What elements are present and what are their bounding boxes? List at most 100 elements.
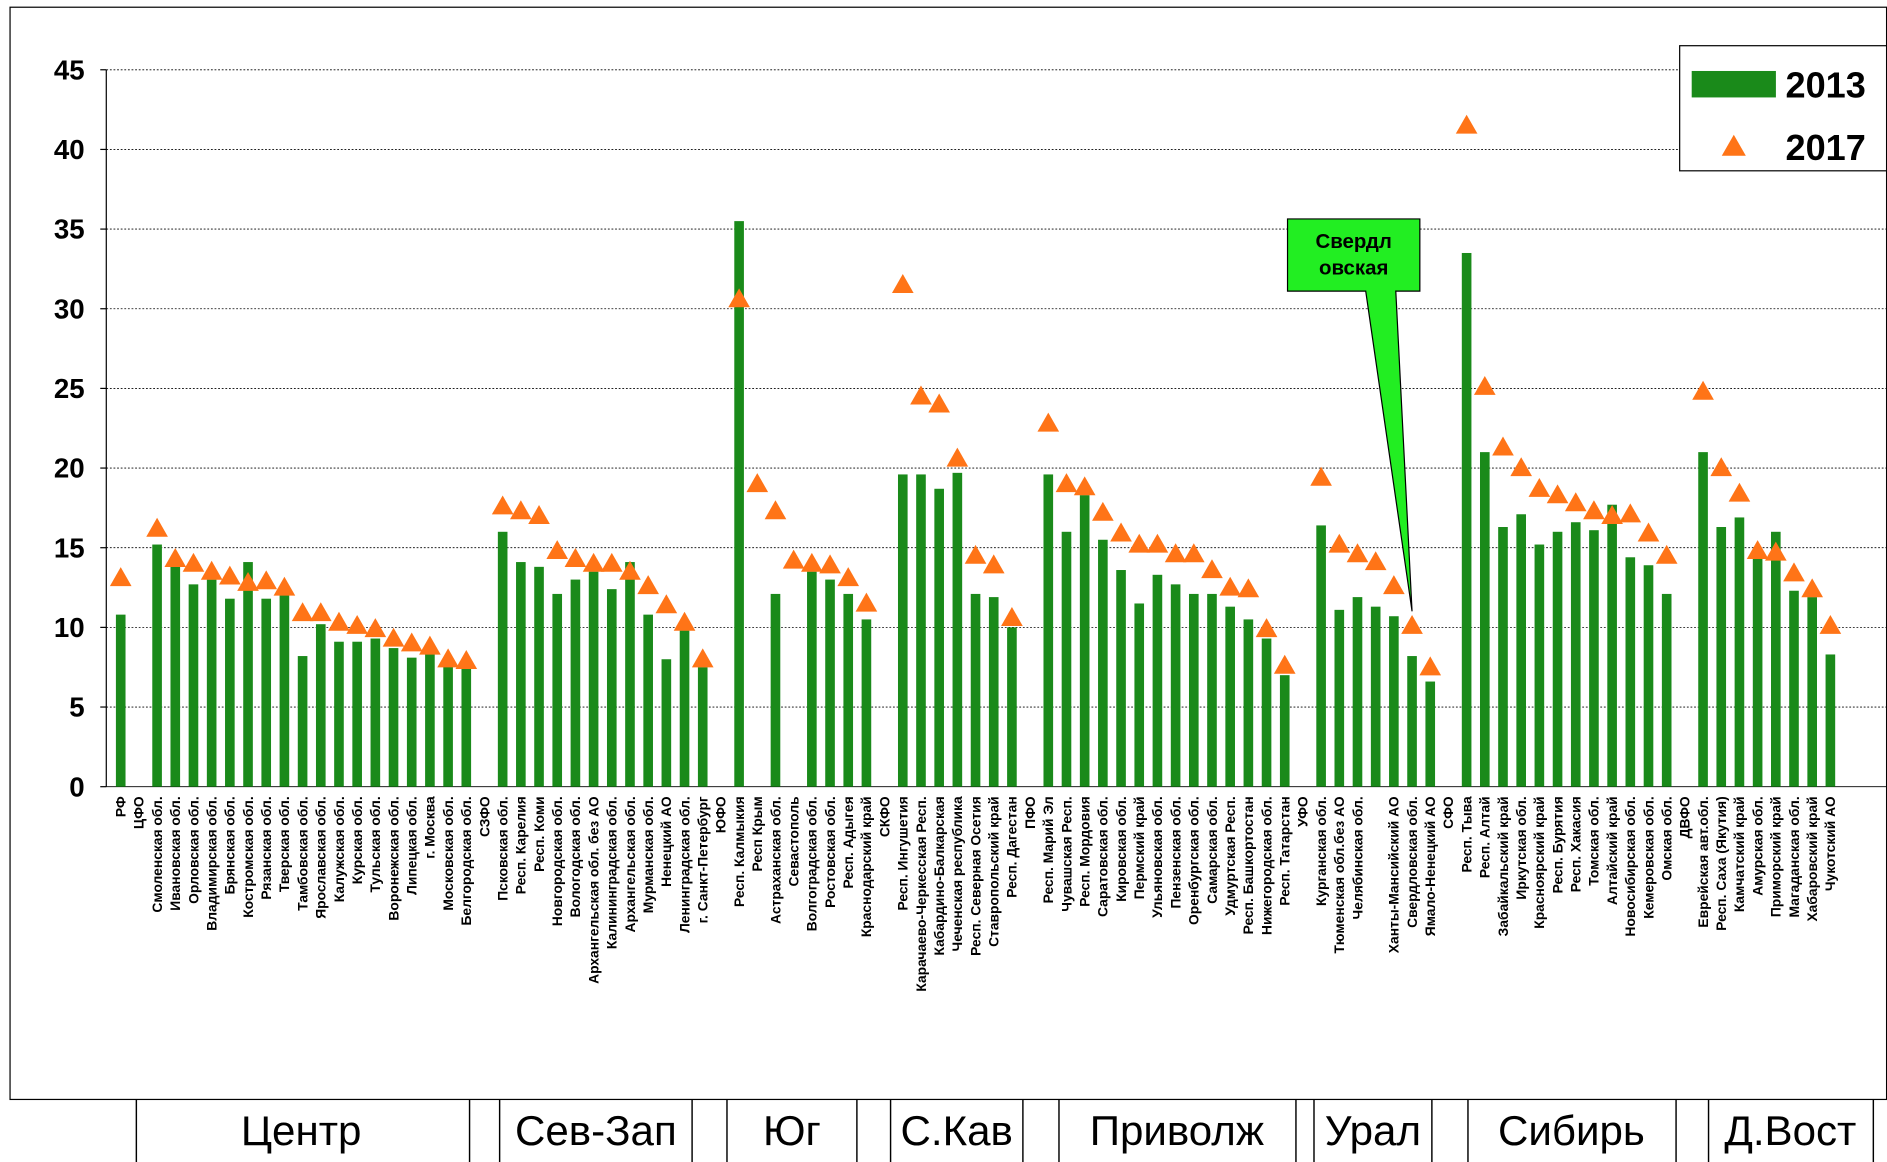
callout-text: овская	[1319, 256, 1388, 279]
region-label: С.Кав	[901, 1107, 1013, 1154]
x-tick-label: Нижегородская обл.	[1258, 796, 1274, 935]
x-tick-label: Ставропольский край	[986, 796, 1002, 947]
marker	[1055, 473, 1078, 493]
marker	[910, 385, 932, 405]
x-tick-label: Волгоградская обл.	[804, 796, 820, 931]
bar	[1043, 474, 1054, 787]
x-tick-label: Московская обл.	[440, 796, 456, 910]
marker	[546, 540, 569, 560]
marker	[746, 473, 769, 493]
bar	[461, 667, 472, 787]
marker	[782, 549, 805, 569]
bar	[1461, 252, 1472, 787]
y-tick-label: 5	[69, 692, 84, 723]
x-tick-label: Респ. Карелия	[513, 796, 529, 894]
x-tick-label: Мурманская обл.	[640, 796, 656, 913]
marker	[1783, 562, 1805, 582]
bar	[1534, 544, 1545, 787]
y-tick-label: 30	[54, 293, 85, 324]
marker	[1492, 436, 1514, 456]
marker	[619, 560, 641, 580]
x-tick-label: Брянская обл.	[222, 796, 238, 894]
marker	[1146, 533, 1169, 553]
marker	[382, 627, 405, 647]
x-tick-label: Краснодарский край	[858, 796, 874, 937]
x-tick-label: Ростовская обл.	[822, 796, 838, 908]
bar	[152, 544, 162, 787]
x-tick-label: ЦФО	[131, 796, 147, 829]
marker	[1710, 457, 1733, 477]
bar	[588, 571, 599, 787]
legend-box	[1679, 45, 1887, 172]
marker	[1655, 544, 1678, 564]
marker	[801, 552, 823, 572]
bar	[516, 562, 526, 787]
region-separators	[135, 1099, 1875, 1162]
marker	[1219, 576, 1242, 596]
x-tick-label: Респ Крым	[749, 796, 765, 871]
y-tick-label: 10	[54, 612, 85, 643]
y-tick-label: 45	[54, 54, 85, 85]
marker	[1201, 559, 1223, 579]
x-tick-label: Смоленская обл.	[149, 796, 165, 912]
y-tick-label: 20	[54, 453, 85, 484]
x-tick-label: СКФО	[876, 796, 892, 837]
bar	[243, 562, 253, 787]
bar	[1825, 654, 1836, 787]
marker	[582, 552, 605, 572]
bar	[1170, 584, 1181, 787]
marker	[346, 614, 368, 634]
y-tick-label: 40	[54, 134, 85, 165]
bar	[1007, 627, 1017, 787]
x-tick-label: Респ. Саха (Якутия)	[1713, 796, 1729, 930]
bar	[988, 597, 999, 787]
marker	[855, 592, 878, 612]
marker	[1583, 500, 1605, 520]
x-tick-label: Омская обл.	[1658, 796, 1674, 880]
bar	[1752, 552, 1763, 787]
bar	[952, 472, 963, 787]
bar	[734, 221, 744, 787]
x-tick-label: Ленинградская обл.	[676, 796, 692, 933]
x-tick-label: Респ. Марий Эл	[1040, 796, 1056, 903]
marker	[1164, 543, 1187, 563]
x-tick-label: Магаданская обл.	[1786, 796, 1802, 917]
bar	[661, 659, 672, 787]
marker	[437, 648, 459, 668]
x-tick-label: Респ. Коми	[531, 796, 547, 872]
bar	[570, 579, 581, 787]
x-tick-label: Карачаево-Черкесская Респ.	[913, 796, 929, 991]
marker	[1255, 618, 1278, 638]
bar	[1425, 681, 1436, 787]
x-tick-label: Курская обл.	[349, 796, 365, 884]
marker	[1473, 375, 1496, 395]
marker	[1182, 543, 1205, 563]
marker	[182, 552, 205, 572]
marker	[819, 554, 841, 574]
bar	[970, 593, 981, 787]
marker	[655, 594, 678, 614]
marker	[200, 560, 223, 580]
callout-text: Свердл	[1316, 230, 1392, 253]
x-tick-label: Камчатский край	[1731, 796, 1747, 912]
bar	[315, 624, 326, 787]
x-tick-label: Респ. Дагестан	[1004, 796, 1020, 897]
marker	[728, 288, 750, 308]
x-tick-label: Приморский край	[1768, 796, 1784, 917]
bar	[1516, 514, 1526, 787]
marker	[164, 548, 187, 567]
x-tick-label: Липецкая обл.	[404, 796, 420, 895]
x-tick-label: Респ. Северная Осетия	[967, 796, 983, 956]
bar	[1407, 656, 1417, 787]
marker	[1073, 476, 1096, 496]
bar	[1698, 452, 1708, 787]
y-tick-label: 15	[54, 532, 85, 563]
x-tick-label: Воронежская обл.	[385, 796, 401, 920]
x-tick-label: СФО	[1440, 796, 1456, 829]
x-tick-label: Свердловская обл.	[1404, 796, 1420, 928]
bar	[825, 579, 835, 787]
marker	[146, 517, 168, 537]
marker	[673, 611, 696, 631]
region-label: Юг	[763, 1107, 821, 1154]
x-tick-label: Респ. Мордовия	[1076, 796, 1092, 906]
